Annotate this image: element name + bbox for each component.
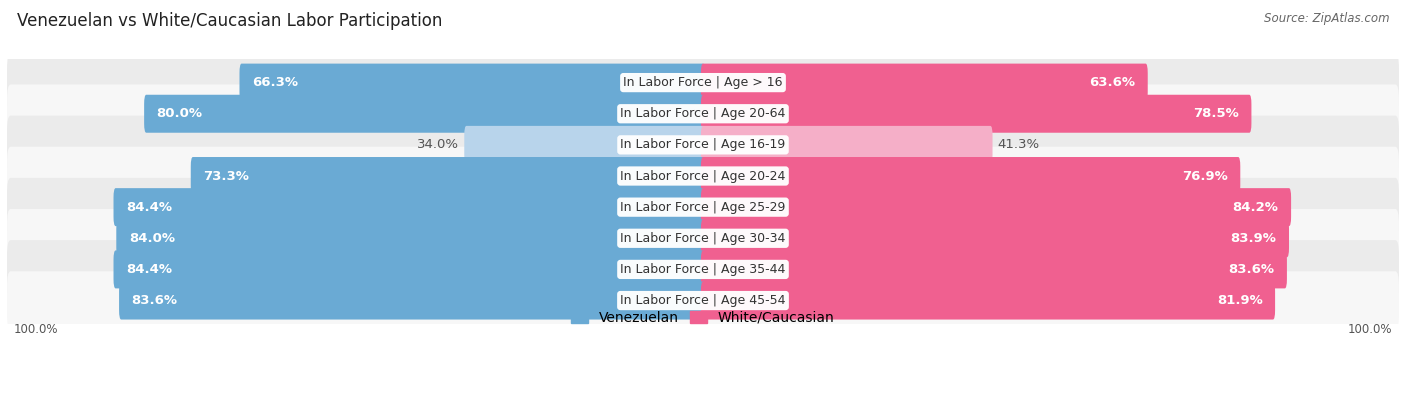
FancyBboxPatch shape: [7, 116, 1399, 174]
Legend: Venezuelan, White/Caucasian: Venezuelan, White/Caucasian: [565, 305, 841, 330]
Text: 84.2%: 84.2%: [1233, 201, 1278, 214]
Text: In Labor Force | Age 20-24: In Labor Force | Age 20-24: [620, 169, 786, 182]
FancyBboxPatch shape: [7, 209, 1399, 267]
FancyBboxPatch shape: [191, 157, 704, 195]
Text: Venezuelan vs White/Caucasian Labor Participation: Venezuelan vs White/Caucasian Labor Part…: [17, 12, 443, 30]
Text: 83.9%: 83.9%: [1230, 232, 1277, 245]
FancyBboxPatch shape: [702, 157, 1240, 195]
FancyBboxPatch shape: [7, 53, 1399, 112]
FancyBboxPatch shape: [120, 282, 704, 320]
FancyBboxPatch shape: [7, 178, 1399, 237]
Text: 84.0%: 84.0%: [129, 232, 174, 245]
FancyBboxPatch shape: [702, 282, 1275, 320]
FancyBboxPatch shape: [464, 126, 704, 164]
Text: 34.0%: 34.0%: [418, 138, 460, 151]
FancyBboxPatch shape: [114, 188, 704, 226]
Text: 84.4%: 84.4%: [127, 201, 172, 214]
FancyBboxPatch shape: [702, 188, 1291, 226]
FancyBboxPatch shape: [239, 64, 704, 102]
Text: 84.4%: 84.4%: [127, 263, 172, 276]
FancyBboxPatch shape: [7, 240, 1399, 299]
Text: Source: ZipAtlas.com: Source: ZipAtlas.com: [1264, 12, 1389, 25]
Text: 81.9%: 81.9%: [1216, 294, 1263, 307]
FancyBboxPatch shape: [114, 250, 704, 288]
Text: In Labor Force | Age 30-34: In Labor Force | Age 30-34: [620, 232, 786, 245]
Text: 83.6%: 83.6%: [132, 294, 177, 307]
FancyBboxPatch shape: [145, 95, 704, 133]
Text: In Labor Force | Age 35-44: In Labor Force | Age 35-44: [620, 263, 786, 276]
FancyBboxPatch shape: [7, 85, 1399, 143]
Text: In Labor Force | Age > 16: In Labor Force | Age > 16: [623, 76, 783, 89]
FancyBboxPatch shape: [702, 250, 1286, 288]
Text: 80.0%: 80.0%: [156, 107, 202, 120]
FancyBboxPatch shape: [7, 271, 1399, 330]
Text: 100.0%: 100.0%: [1347, 323, 1392, 336]
Text: 63.6%: 63.6%: [1090, 76, 1135, 89]
FancyBboxPatch shape: [702, 95, 1251, 133]
FancyBboxPatch shape: [702, 219, 1289, 257]
Text: In Labor Force | Age 16-19: In Labor Force | Age 16-19: [620, 138, 786, 151]
Text: 41.3%: 41.3%: [997, 138, 1039, 151]
FancyBboxPatch shape: [117, 219, 704, 257]
FancyBboxPatch shape: [702, 126, 993, 164]
Text: 73.3%: 73.3%: [204, 169, 249, 182]
Text: In Labor Force | Age 20-64: In Labor Force | Age 20-64: [620, 107, 786, 120]
FancyBboxPatch shape: [7, 147, 1399, 205]
Text: In Labor Force | Age 45-54: In Labor Force | Age 45-54: [620, 294, 786, 307]
Text: 66.3%: 66.3%: [252, 76, 298, 89]
Text: In Labor Force | Age 25-29: In Labor Force | Age 25-29: [620, 201, 786, 214]
Text: 78.5%: 78.5%: [1194, 107, 1239, 120]
Text: 100.0%: 100.0%: [14, 323, 59, 336]
Text: 83.6%: 83.6%: [1229, 263, 1274, 276]
Text: 76.9%: 76.9%: [1182, 169, 1227, 182]
FancyBboxPatch shape: [702, 64, 1147, 102]
